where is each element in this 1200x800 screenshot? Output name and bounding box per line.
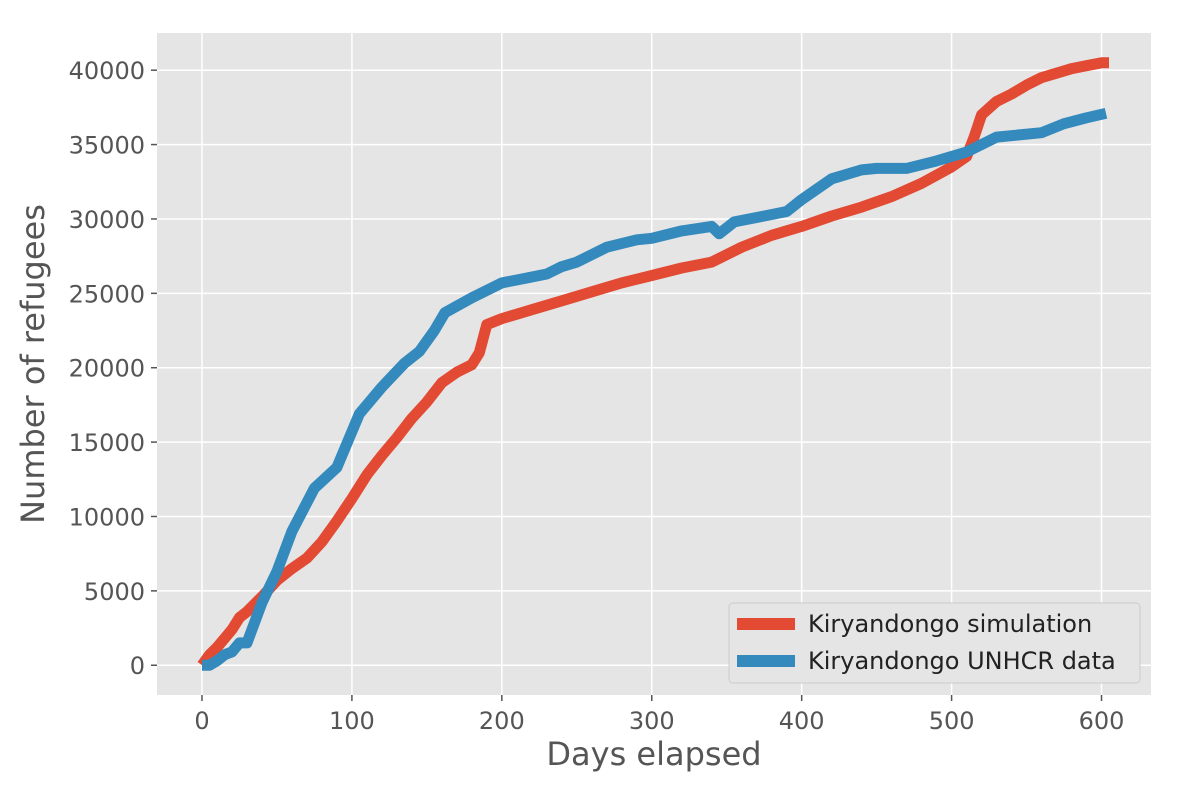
x-tick-label: 100 — [329, 707, 375, 735]
y-tick-label: 10000 — [69, 503, 145, 531]
y-tick-label: 15000 — [69, 429, 145, 457]
x-tick-label: 400 — [779, 707, 825, 735]
unhcr-data-line — [202, 107, 1108, 671]
legend: Kiryandongo simulation Kiryandongo UNHCR… — [728, 602, 1141, 684]
y-tick-label: 35000 — [69, 132, 145, 160]
x-tick-label: 500 — [929, 707, 975, 735]
x-tick-label: 0 — [194, 707, 209, 735]
x-tick-labels: 0 100 200 300 400 500 600 — [194, 695, 1124, 735]
x-tick-label: 200 — [479, 707, 525, 735]
x-axis-title: Days elapsed — [546, 735, 761, 773]
grid-lines — [157, 33, 1151, 695]
y-tick-label: 20000 — [69, 355, 145, 383]
legend-label-simulation: Kiryandongo simulation — [808, 610, 1092, 638]
y-tick-labels: 0 5000 10000 15000 20000 25000 30000 35000 40000 — [69, 57, 157, 680]
y-axis-title: Number of refugees — [14, 204, 52, 524]
legend-label-unhcr: Kiryandongo UNHCR data — [808, 647, 1116, 675]
y-tick-label: 30000 — [69, 206, 145, 234]
y-tick-label: 25000 — [69, 280, 145, 308]
y-tick-label: 5000 — [84, 578, 145, 606]
x-tick-label: 600 — [1079, 707, 1125, 735]
simulation-line — [197, 57, 1109, 669]
y-tick-label: 40000 — [69, 57, 145, 85]
x-tick-label: 300 — [629, 707, 675, 735]
series-lines — [197, 57, 1109, 671]
y-tick-label: 0 — [130, 652, 145, 680]
legend-box — [728, 602, 1141, 684]
